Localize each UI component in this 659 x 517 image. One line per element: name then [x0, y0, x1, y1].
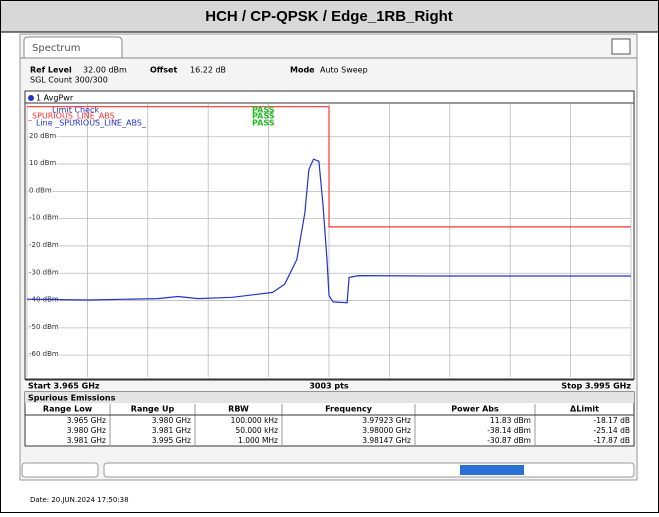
column-header: Range Up — [131, 405, 175, 414]
x-start: Start 3.965 GHz — [28, 382, 100, 391]
trace — [26, 158, 631, 304]
trace — [27, 106, 631, 228]
menu-icon[interactable] — [611, 38, 631, 55]
limit-check: Limit Check — [52, 106, 99, 115]
cell: 50.000 kHz — [235, 426, 278, 435]
progress — [460, 465, 524, 475]
cell: 1.000 MHz — [238, 436, 278, 445]
value: 16.22 dB — [190, 66, 226, 75]
cell: 3.981 GHz — [67, 436, 106, 445]
column-header: RBW — [228, 405, 249, 414]
result: PASS — [252, 112, 275, 121]
cell: -25.14 dB — [594, 426, 630, 435]
y-tick-label: -30 dBm — [29, 268, 59, 276]
trace-dot — [28, 95, 34, 101]
result: PASS — [252, 119, 275, 128]
column-header: Power Abs — [451, 405, 499, 414]
y-tick-label: -20 dBm — [29, 241, 59, 249]
line-name: Line _SPURIOUS_LINE_ABS_ — [36, 119, 147, 128]
value: Auto Sweep — [320, 66, 368, 75]
cell: 3.995 GHz — [152, 436, 191, 445]
cell: 3.980 GHz — [67, 426, 106, 435]
column-header: Range Low — [43, 405, 93, 414]
cell: -38.14 dBm — [487, 426, 531, 435]
status-bar — [103, 462, 635, 478]
cell: -30.87 dBm — [487, 436, 531, 445]
trace-label: 1 AvgPwr — [36, 94, 74, 103]
cell: 11.83 dBm — [490, 416, 531, 425]
cell: -18.17 dB — [594, 416, 630, 425]
cell: -17.87 dB — [594, 436, 630, 445]
cell: 3.980 GHz — [152, 416, 191, 425]
y-tick-label: -50 dBm — [29, 323, 59, 331]
limit-name: _SPURIOUS_LINE_ABS_ — [27, 112, 120, 121]
x-stop: Stop 3.995 GHz — [561, 382, 631, 391]
value: 32.00 dBm — [83, 66, 127, 75]
label: Offset — [150, 66, 177, 75]
points: 3003 pts — [309, 382, 349, 391]
column-header: ΔLimit — [570, 405, 599, 414]
tab-label[interactable]: Spectrum — [32, 43, 80, 54]
cell: 3.98147 GHz — [362, 436, 411, 445]
title: HCH / CP-QPSK / Edge_1RB_Right — [205, 8, 453, 25]
status-box[interactable] — [21, 462, 99, 478]
y-tick-label: -60 dBm — [29, 350, 59, 358]
sgl-count: SGL Count 300/300 — [30, 76, 108, 85]
tab[interactable] — [23, 36, 123, 58]
cell: 3.98000 GHz — [362, 426, 411, 435]
cell: 3.97923 GHz — [362, 416, 411, 425]
date: Date: 20.JUN.2024 17:50:38 — [30, 496, 129, 504]
label: Mode — [290, 66, 315, 75]
result: PASS — [252, 106, 275, 115]
y-tick-label: -10 dBm — [29, 214, 59, 222]
title-band — [1, 1, 658, 32]
label: Ref Level — [30, 66, 72, 75]
y-tick-label: 10 dBm — [29, 159, 56, 167]
table-title-band — [25, 392, 634, 403]
cell: 3.981 GHz — [152, 426, 191, 435]
column-header: Frequency — [325, 405, 373, 414]
y-tick-label: 0 dBm — [29, 186, 52, 194]
y-tick-label: 20 dBm — [29, 132, 56, 140]
table-title: Spurious Emissions — [28, 394, 116, 403]
cell: 3.965 GHz — [67, 416, 106, 425]
cell: 100.000 kHz — [231, 416, 278, 425]
